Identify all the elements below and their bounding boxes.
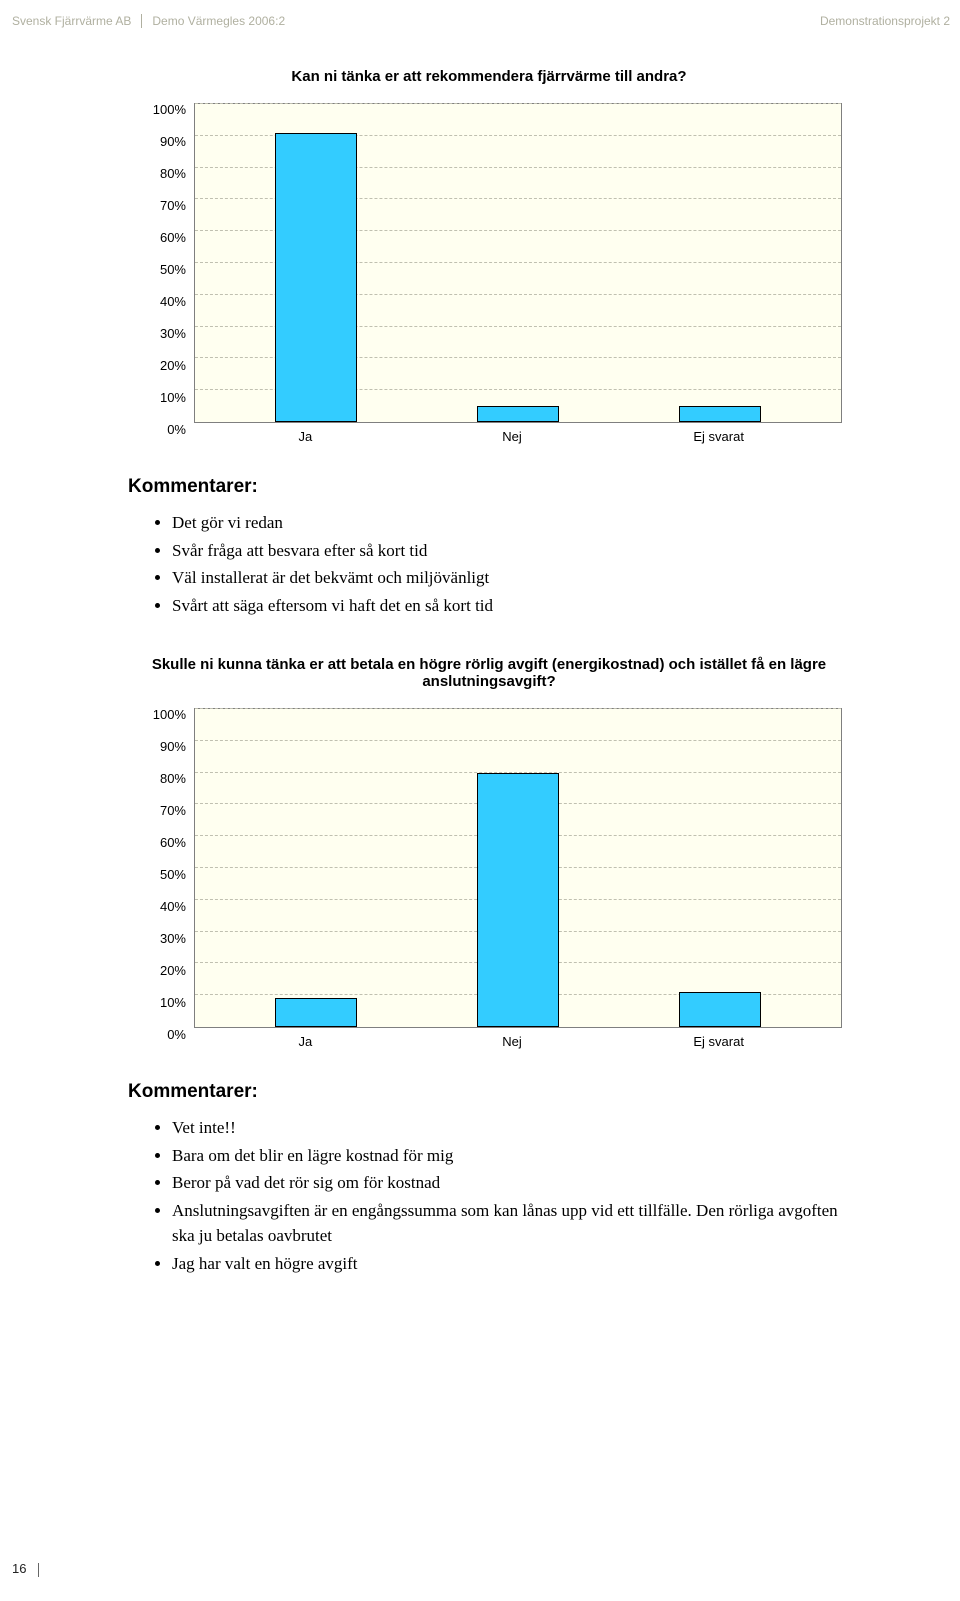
chart2-y-axis: 100%90%80%70%60%50%40%30%20%10%0% [136,708,194,1028]
x-axis-label: Nej [409,429,616,444]
chart2-block: Skulle ni kunna tänka er att betala en h… [128,656,850,1053]
bullet-item: Beror på vad det rör sig om för kostnad [172,1170,850,1196]
chart2-row: 100%90%80%70%60%50%40%30%20%10%0% [136,708,842,1028]
bullet-item: Svårt att säga eftersom vi haft det en s… [172,593,850,619]
chart1-y-axis: 100%90%80%70%60%50%40%30%20%10%0% [136,103,194,423]
bar [679,992,761,1027]
header-separator [141,14,142,28]
chart2-outer: 100%90%80%70%60%50%40%30%20%10%0% JaNejE… [128,700,850,1053]
page-number-separator [38,1563,39,1577]
x-axis-label: Ja [202,429,409,444]
chart1-title: Kan ni tänka er att rekommendera fjärrvä… [128,68,850,85]
chart1-row: 100%90%80%70%60%50%40%30%20%10%0% [136,103,842,423]
bar-slot [619,709,821,1027]
chart1-bars [195,104,841,422]
document-page: Svensk Fjärrvärme AB Demo Värmegles 2006… [0,0,960,1601]
kommentarer2-heading: Kommentarer: [128,1081,850,1103]
header-demo: Demo Värmegles 2006:2 [152,14,285,28]
bar-slot [215,709,417,1027]
bar [477,406,559,422]
x-axis-label: Ej svarat [615,1034,822,1049]
x-axis-label: Nej [409,1034,616,1049]
page-number: 16 [12,1561,39,1577]
bullet-item: Jag har valt en högre avgift [172,1251,850,1277]
bullet-item: Svår fråga att besvara efter så kort tid [172,538,850,564]
chart2-x-axis: JaNejEj svarat [136,1028,842,1049]
chart2-title: Skulle ni kunna tänka er att betala en h… [128,656,850,690]
bar [679,406,761,422]
header-right: Demonstrationsprojekt 2 [820,14,950,28]
kommentarer2-list: Vet inte!!Bara om det blir en lägre kost… [128,1115,850,1276]
bar [275,998,357,1027]
page-number-value: 16 [12,1561,26,1576]
header-left: Svensk Fjärrvärme AB Demo Värmegles 2006… [12,14,285,28]
bullet-item: Bara om det blir en lägre kostnad för mi… [172,1143,850,1169]
chart1-outer: 100%90%80%70%60%50%40%30%20%10%0% JaNejE… [128,95,850,448]
page-header: Svensk Fjärrvärme AB Demo Värmegles 2006… [0,0,960,38]
x-axis-label: Ja [202,1034,409,1049]
bar [275,133,357,422]
bullet-item: Väl installerat är det bekvämt och miljö… [172,565,850,591]
header-company: Svensk Fjärrvärme AB [12,14,131,28]
bar-slot [215,104,417,422]
chart2-bars [195,709,841,1027]
chart1-plot-area [194,103,842,423]
bar [477,773,559,1027]
chart1-x-axis: JaNejEj svarat [136,423,842,444]
chart2-plot-area [194,708,842,1028]
bullet-item: Anslutningsavgiften är en engångssumma s… [172,1198,850,1249]
kommentarer1-list: Det gör vi redanSvår fråga att besvara e… [128,510,850,618]
chart1-block: Kan ni tänka er att rekommendera fjärrvä… [128,68,850,448]
bar-slot [417,709,619,1027]
bar-slot [417,104,619,422]
content-area: Kan ni tänka er att rekommendera fjärrvä… [0,38,960,1276]
bullet-item: Det gör vi redan [172,510,850,536]
bar-slot [619,104,821,422]
kommentarer1-heading: Kommentarer: [128,476,850,498]
x-axis-label: Ej svarat [615,429,822,444]
bullet-item: Vet inte!! [172,1115,850,1141]
